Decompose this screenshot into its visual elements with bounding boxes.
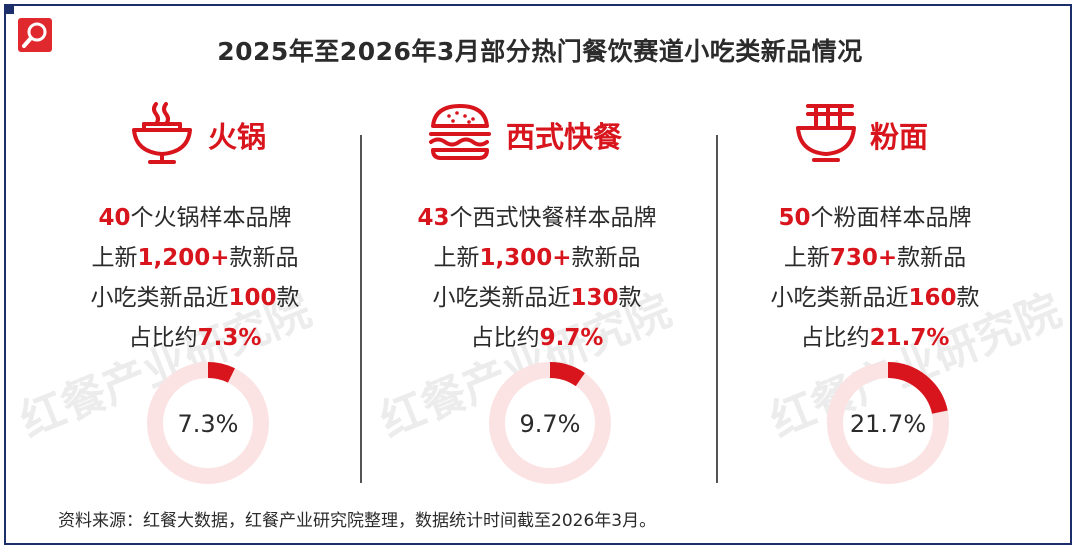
- share-line: 占比约9.7%: [372, 318, 702, 352]
- brand-count-text: 个火锅样本品牌: [130, 205, 292, 231]
- snack-items-count: 130: [570, 285, 619, 311]
- snack-items-line: 小吃类新品近130款: [372, 278, 702, 312]
- donut-share-slice: [207, 362, 236, 383]
- donut-share-slice: [887, 362, 948, 415]
- category-name: 火锅: [208, 120, 267, 154]
- new-items-count: 1,300+: [479, 245, 572, 271]
- category-name: 西式快餐: [506, 120, 623, 154]
- donut-share-slice: [549, 362, 585, 387]
- brand-count-line: 43个西式快餐样本品牌: [372, 198, 702, 232]
- snack-items-prefix: 小吃类新品近: [770, 285, 909, 311]
- donut-center-label: 21.7%: [850, 410, 926, 438]
- new-items-line: 上新1,300+款新品: [372, 238, 702, 272]
- brand-count: 50: [778, 205, 811, 231]
- new-items-suffix: 款新品: [229, 245, 299, 271]
- brand-count-line: 40个火锅样本品牌: [30, 198, 360, 232]
- burger-icon: [429, 104, 491, 160]
- snack-items-suffix: 款: [956, 285, 980, 311]
- category-name: 粉面: [870, 120, 929, 154]
- share-prefix: 占比约: [800, 325, 870, 351]
- share-line: 占比约7.3%: [30, 318, 360, 352]
- snack-items-suffix: 款: [618, 285, 642, 311]
- snack-items-line: 小吃类新品近100款: [30, 278, 360, 312]
- page-frame: [4, 4, 1072, 545]
- frame-corner-mark: [4, 4, 14, 14]
- brand-count: 40: [98, 205, 131, 231]
- noodle-bowl-icon: [796, 104, 856, 162]
- new-items-prefix: 上新: [91, 245, 138, 271]
- new-items-prefix: 上新: [433, 245, 480, 271]
- new-items-prefix: 上新: [783, 245, 830, 271]
- new-items-line: 上新730+款新品: [710, 238, 1040, 272]
- page-title: 2025年至2026年3月部分热门餐饮赛道小吃类新品情况: [217, 37, 863, 66]
- new-items-suffix: 款新品: [571, 245, 641, 271]
- share-value: 9.7%: [539, 325, 604, 351]
- share-donut: 7.3%: [147, 362, 269, 484]
- snack-items-suffix: 款: [276, 285, 300, 311]
- new-items-suffix: 款新品: [897, 245, 967, 271]
- snack-items-prefix: 小吃类新品近: [90, 285, 229, 311]
- column-divider: [360, 135, 362, 483]
- snack-items-count: 160: [908, 285, 957, 311]
- category-header: 粉面: [710, 100, 1040, 172]
- snack-items-line: 小吃类新品近160款: [710, 278, 1040, 312]
- new-items-count: 730+: [829, 245, 898, 271]
- hotpot-icon: [132, 102, 192, 164]
- donut-center-label: 9.7%: [520, 410, 581, 438]
- share-donut: 21.7%: [827, 362, 949, 484]
- snack-items-count: 100: [228, 285, 277, 311]
- column-divider: [716, 135, 718, 483]
- new-items-line: 上新1,200+款新品: [30, 238, 360, 272]
- source-note: 资料来源：红餐大数据，红餐产业研究院整理，数据统计时间截至2026年3月。: [58, 511, 657, 531]
- share-prefix: 占比约: [128, 325, 198, 351]
- share-prefix: 占比约: [470, 325, 540, 351]
- category-header: 火锅: [30, 100, 360, 172]
- brand-count: 43: [417, 205, 450, 231]
- share-donut: 9.7%: [489, 362, 611, 484]
- brand-count-text: 个西式快餐样本品牌: [449, 205, 657, 231]
- donut-center-label: 7.3%: [178, 410, 239, 438]
- category-header: 西式快餐: [372, 100, 702, 172]
- brand-count-line: 50个粉面样本品牌: [710, 198, 1040, 232]
- new-items-count: 1,200+: [137, 245, 230, 271]
- share-line: 占比约21.7%: [710, 318, 1040, 352]
- share-value: 7.3%: [197, 325, 262, 351]
- snack-items-prefix: 小吃类新品近: [432, 285, 571, 311]
- magnifier-logo-icon: [18, 18, 52, 52]
- share-value: 21.7%: [869, 325, 950, 351]
- brand-count-text: 个粉面样本品牌: [810, 205, 972, 231]
